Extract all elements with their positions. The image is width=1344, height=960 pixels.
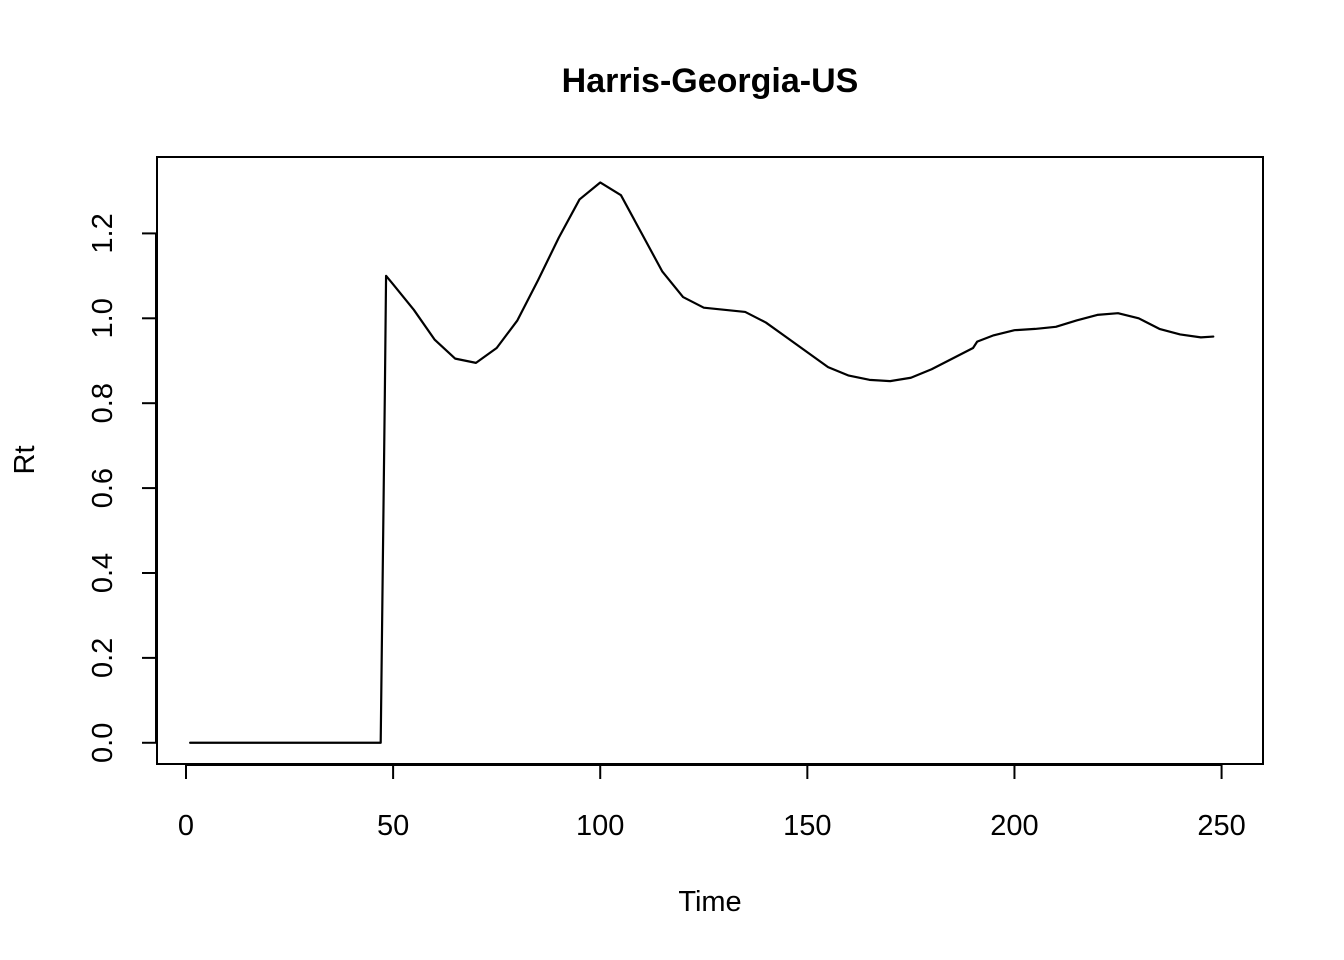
x-axis-title: Time	[678, 886, 741, 918]
y-axis: 0.0 0.2 0.4 0.6 0.8 1.0 1.2	[87, 213, 157, 763]
x-tick-label: 150	[783, 810, 831, 842]
plot-frame	[156, 156, 1264, 765]
x-tick-label: 200	[990, 810, 1038, 842]
y-tick-label: 0.4	[87, 553, 119, 593]
y-tick-label: 0.6	[87, 468, 119, 508]
y-tick-label: 0.8	[87, 383, 119, 423]
y-axis-title: Rt	[9, 446, 41, 475]
series-layer	[189, 181, 1215, 744]
y-tick-label: 1.2	[87, 213, 119, 253]
chart-title: Harris-Georgia-US	[562, 62, 859, 100]
rt-series-line	[189, 181, 1215, 744]
x-tick-label: 0	[178, 810, 194, 842]
y-tick-label: 1.0	[87, 298, 119, 338]
x-tick-label: 100	[576, 810, 624, 842]
x-tick-label: 50	[377, 810, 409, 842]
y-tick-label: 0.0	[87, 723, 119, 763]
x-axis: 0 50 100 150 200 250	[178, 764, 1246, 842]
y-tick-label: 0.2	[87, 638, 119, 678]
x-tick-label: 250	[1197, 810, 1245, 842]
